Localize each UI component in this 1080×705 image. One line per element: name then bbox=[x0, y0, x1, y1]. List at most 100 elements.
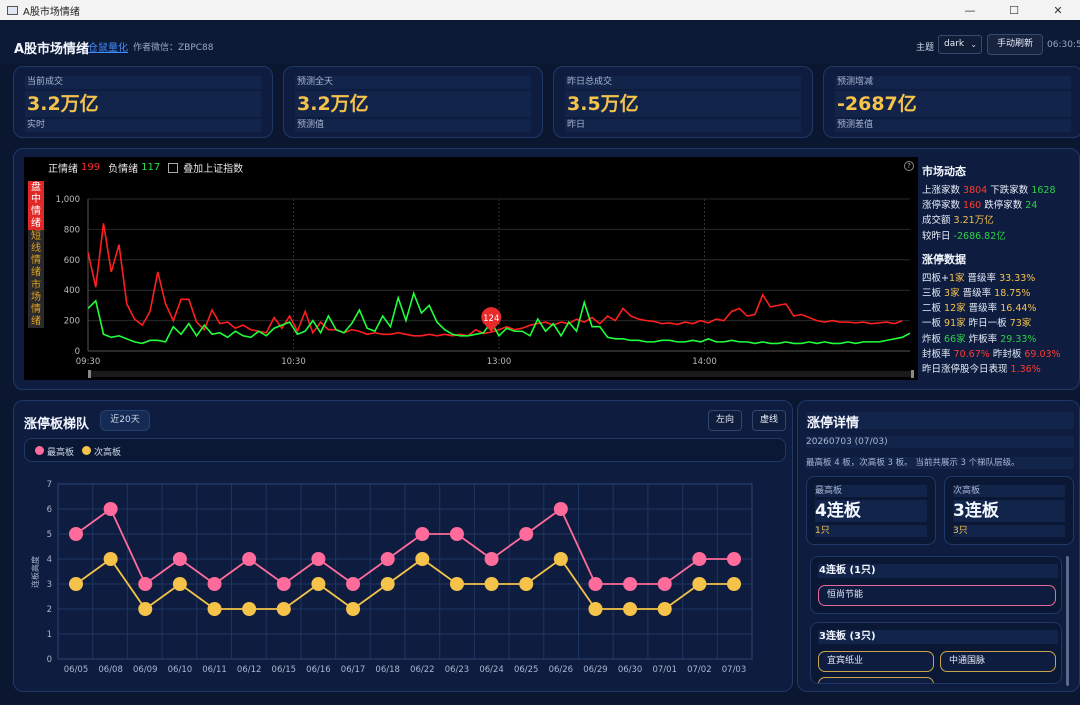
dashed-line-button[interactable]: 虚线 bbox=[752, 410, 786, 431]
detail-title: 涨停详情 bbox=[806, 412, 1074, 431]
limit-title: 涨停数据 bbox=[922, 252, 966, 266]
y-tick-label: 2 bbox=[47, 605, 52, 615]
window-title: A股市场情绪 bbox=[23, 6, 80, 18]
point-max bbox=[692, 552, 707, 566]
theme-select[interactable]: dark ⌄ bbox=[938, 35, 982, 54]
stock-chip[interactable]: 宜宾纸业 bbox=[818, 651, 934, 672]
x-tick-label: 06/17 bbox=[341, 665, 366, 675]
point-max bbox=[623, 577, 638, 591]
point-second bbox=[623, 602, 638, 616]
window-titlebar: A股市场情绪 — ☐ ✕ bbox=[0, 0, 1080, 20]
point-second bbox=[588, 602, 603, 616]
x-tick-label: 14:00 bbox=[692, 357, 717, 367]
stock-chip[interactable]: 中通国脉 bbox=[940, 651, 1056, 672]
ladder-legend: 最高板 次高板 bbox=[24, 438, 786, 462]
tab-market[interactable]: 市场情绪 bbox=[28, 279, 44, 328]
pos-label: 正情绪 bbox=[48, 164, 78, 175]
legend-dot-max bbox=[35, 446, 44, 455]
author-link[interactable]: 仓鼠量化 bbox=[88, 43, 128, 54]
scroll-handle-left bbox=[88, 370, 91, 378]
stat-value: 3.2万亿 bbox=[25, 91, 261, 117]
point-second bbox=[346, 602, 361, 616]
max-board-value: 4连板 bbox=[815, 500, 927, 522]
close-icon[interactable]: ✕ bbox=[1053, 3, 1063, 17]
point-second bbox=[553, 552, 568, 566]
point-max bbox=[657, 577, 672, 591]
y-tick-label: 7 bbox=[47, 480, 52, 490]
point-second bbox=[311, 577, 326, 591]
days-range-button[interactable]: 近20天 bbox=[100, 410, 150, 431]
x-tick-label: 06/30 bbox=[618, 665, 643, 675]
stat-value: 3.5万亿 bbox=[565, 91, 801, 117]
legend-second[interactable]: 次高板 bbox=[94, 448, 122, 458]
stat-card-current: 当前成交 3.2万亿 实时 bbox=[13, 66, 273, 138]
tier-4-card: 4连板 (1只) 恒尚节能 bbox=[810, 556, 1062, 614]
max-board-count: 1只 bbox=[815, 525, 927, 537]
legend-max[interactable]: 最高板 bbox=[47, 448, 75, 458]
row-b3: 三板 3家 晋级率 18.75% bbox=[922, 287, 1031, 299]
y-tick-label: 0 bbox=[75, 347, 80, 357]
direction-button[interactable]: 左向 bbox=[708, 410, 742, 431]
chevron-down-icon: ⌄ bbox=[970, 40, 977, 49]
author-wechat: 作者微信：ZBPC88 bbox=[133, 43, 214, 53]
second-board-value: 3连板 bbox=[953, 500, 1065, 522]
x-tick-label: 06/10 bbox=[168, 665, 193, 675]
tier-3-title: 3连板 (3只) bbox=[818, 630, 1058, 644]
detail-scrollbar[interactable] bbox=[1066, 556, 1069, 686]
help-icon[interactable]: ? bbox=[904, 161, 914, 171]
x-tick-label: 06/11 bbox=[202, 665, 227, 675]
x-tick-label: 06/25 bbox=[514, 665, 539, 675]
tier-3-card: 3连板 (3只) 宜宾纸业 中通国脉 bbox=[810, 622, 1062, 684]
point-second bbox=[692, 577, 707, 591]
minimize-icon[interactable]: — bbox=[964, 3, 976, 17]
scroll-handle-right bbox=[911, 370, 914, 378]
point-max bbox=[415, 527, 430, 541]
x-tick-label: 07/02 bbox=[687, 665, 712, 675]
stat-value: -2687亿 bbox=[835, 91, 1071, 117]
stock-chip-partial[interactable] bbox=[818, 677, 934, 683]
y-tick-label: 800 bbox=[64, 225, 80, 235]
maximize-icon[interactable]: ☐ bbox=[1009, 3, 1019, 17]
point-max bbox=[207, 577, 222, 591]
max-board-card: 最高板 4连板 1只 bbox=[806, 476, 936, 545]
stat-label: 预测增减 bbox=[835, 76, 1071, 89]
row-vs: 较昨日 -2686.82亿 bbox=[922, 230, 1006, 242]
point-max bbox=[311, 552, 326, 566]
y-tick-label: 0 bbox=[47, 655, 52, 665]
current-marker: 124 bbox=[481, 307, 502, 333]
theme-label: 主题 bbox=[916, 43, 935, 53]
tab-short-term[interactable]: 短线情绪 bbox=[28, 230, 44, 279]
stock-chip[interactable]: 恒尚节能 bbox=[818, 585, 1056, 606]
x-tick-label: 07/03 bbox=[722, 665, 747, 675]
y-tick-label: 200 bbox=[64, 317, 80, 327]
neg-label: 负情绪 bbox=[108, 164, 139, 175]
x-tick-label: 06/16 bbox=[306, 665, 331, 675]
point-second bbox=[103, 552, 118, 566]
x-tick-label: 06/23 bbox=[445, 665, 470, 675]
ladder-ylabel: 连板高度 bbox=[30, 556, 40, 588]
stat-value: 3.2万亿 bbox=[295, 91, 531, 117]
app-header: A股市场情绪 仓鼠量化 作者微信：ZBPC88 主题 dark ⌄ 手动刷新 0… bbox=[0, 20, 1080, 64]
stat-card-forecast: 预测全天 3.2万亿 预测值 bbox=[283, 66, 543, 138]
tab-intraday[interactable]: 盘中情绪 bbox=[28, 181, 44, 230]
row-b4: 四板+1家 晋级率 33.33% bbox=[922, 272, 1036, 284]
neg-value: 117 bbox=[141, 162, 161, 173]
plot-frame bbox=[57, 483, 753, 660]
point-second bbox=[727, 577, 741, 591]
detail-summary: 最高板 4 板，次高板 3 板。 当前共展示 3 个梯队层级。 bbox=[806, 457, 1074, 469]
point-second bbox=[449, 577, 464, 591]
page-title: A股市场情绪 bbox=[14, 42, 90, 57]
point-second bbox=[519, 577, 534, 591]
point-max bbox=[138, 577, 153, 591]
x-tick-label: 09:30 bbox=[76, 357, 101, 367]
row-prev-perf: 昨日涨停股今日表现 1.36% bbox=[922, 363, 1041, 375]
point-second bbox=[484, 577, 499, 591]
point-max bbox=[242, 552, 257, 566]
x-tick-label: 06/08 bbox=[98, 665, 123, 675]
stat-sub: 昨日 bbox=[565, 119, 801, 132]
sentiment-legend: 正情绪 199 负情绪 117 叠加上证指数 bbox=[48, 160, 243, 175]
refresh-button[interactable]: 手动刷新 bbox=[987, 34, 1043, 55]
overlay-checkbox[interactable] bbox=[168, 162, 179, 173]
market-dynamics: 市场动态 上涨家数 3804 下跌家数 1628 涨停家数 160 跌停家数 2… bbox=[922, 161, 1080, 376]
